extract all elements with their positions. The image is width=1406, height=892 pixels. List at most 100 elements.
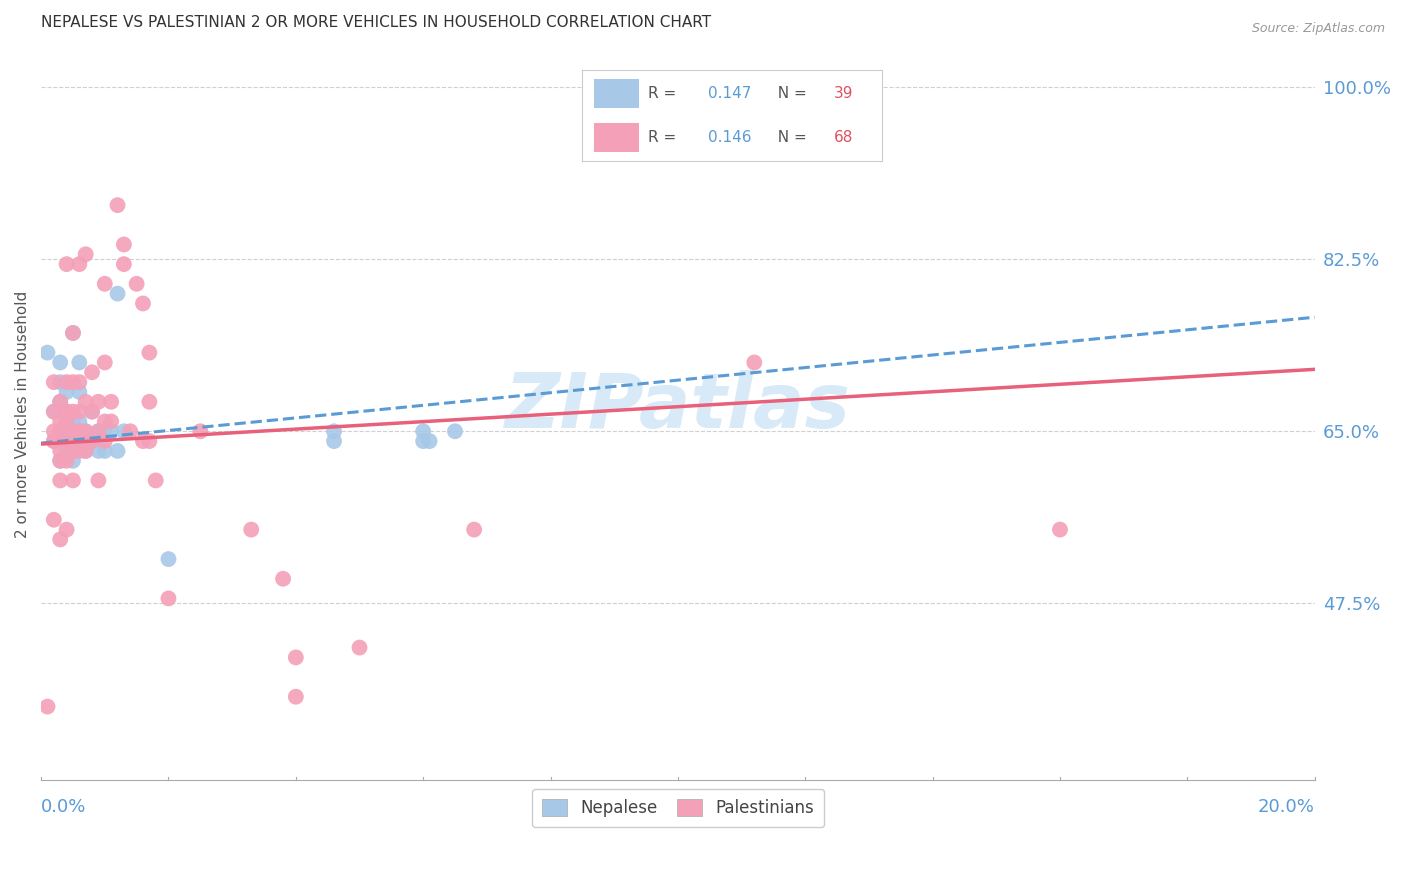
Text: 0.0%: 0.0%: [41, 798, 87, 816]
Point: [55, 384, 77, 399]
Point: [75, 247, 97, 261]
Point: [188, 424, 211, 438]
Point: [87, 474, 110, 488]
Point: [62, 434, 84, 449]
Point: [419, 434, 441, 449]
Point: [67, 257, 90, 271]
Point: [55, 454, 77, 468]
Point: [67, 424, 90, 438]
Point: [75, 424, 97, 438]
Point: [284, 650, 307, 665]
Point: [94, 277, 117, 291]
Point: [94, 355, 117, 369]
Point: [107, 198, 129, 212]
Point: [62, 326, 84, 340]
Point: [80, 434, 103, 449]
Point: [62, 404, 84, 418]
Point: [55, 257, 77, 271]
Point: [132, 296, 155, 310]
Point: [67, 404, 90, 418]
Point: [55, 404, 77, 418]
Point: [138, 394, 160, 409]
Point: [49, 424, 72, 438]
Point: [49, 454, 72, 468]
Text: 20.0%: 20.0%: [1258, 798, 1315, 816]
Y-axis label: 2 or more Vehicles in Household: 2 or more Vehicles in Household: [15, 291, 30, 538]
Point: [42, 513, 65, 527]
Point: [323, 434, 346, 449]
Point: [138, 434, 160, 449]
Point: [49, 533, 72, 547]
Point: [412, 424, 434, 438]
Point: [55, 523, 77, 537]
Point: [42, 424, 65, 438]
Point: [62, 454, 84, 468]
Point: [742, 355, 765, 369]
Point: [157, 591, 180, 606]
Point: [62, 444, 84, 458]
Point: [62, 375, 84, 389]
Point: [157, 552, 180, 566]
Point: [67, 434, 90, 449]
Point: [49, 355, 72, 369]
Point: [62, 326, 84, 340]
Point: [49, 394, 72, 409]
Point: [55, 444, 77, 458]
Point: [112, 424, 135, 438]
Point: [87, 424, 110, 438]
Point: [80, 404, 103, 418]
Point: [94, 414, 117, 428]
Point: [94, 444, 117, 458]
Point: [49, 474, 72, 488]
Point: [100, 414, 122, 428]
Point: [145, 474, 167, 488]
Point: [55, 414, 77, 428]
Point: [107, 286, 129, 301]
Point: [49, 394, 72, 409]
Point: [55, 424, 77, 438]
Point: [112, 257, 135, 271]
Point: [75, 394, 97, 409]
Point: [37, 345, 59, 359]
Point: [42, 375, 65, 389]
Point: [49, 454, 72, 468]
Point: [463, 523, 485, 537]
Point: [67, 355, 90, 369]
Point: [75, 444, 97, 458]
Point: [55, 434, 77, 449]
Point: [323, 424, 346, 438]
Point: [1049, 523, 1071, 537]
Point: [112, 237, 135, 252]
Point: [100, 424, 122, 438]
Point: [412, 434, 434, 449]
Point: [42, 404, 65, 418]
Point: [94, 424, 117, 438]
Point: [42, 434, 65, 449]
Point: [240, 523, 263, 537]
Point: [107, 444, 129, 458]
Point: [271, 572, 294, 586]
Point: [49, 375, 72, 389]
Point: [138, 345, 160, 359]
Point: [120, 424, 142, 438]
Point: [132, 434, 155, 449]
Point: [37, 699, 59, 714]
Text: ZIPatlas: ZIPatlas: [505, 370, 851, 443]
Point: [349, 640, 371, 655]
Point: [42, 434, 65, 449]
Point: [87, 424, 110, 438]
Point: [75, 424, 97, 438]
Point: [75, 444, 97, 458]
Point: [49, 424, 72, 438]
Point: [55, 404, 77, 418]
Point: [62, 474, 84, 488]
Point: [49, 414, 72, 428]
Text: Source: ZipAtlas.com: Source: ZipAtlas.com: [1251, 22, 1385, 36]
Point: [62, 414, 84, 428]
Point: [80, 404, 103, 418]
Point: [94, 434, 117, 449]
Point: [42, 404, 65, 418]
Point: [80, 434, 103, 449]
Point: [284, 690, 307, 704]
Point: [87, 444, 110, 458]
